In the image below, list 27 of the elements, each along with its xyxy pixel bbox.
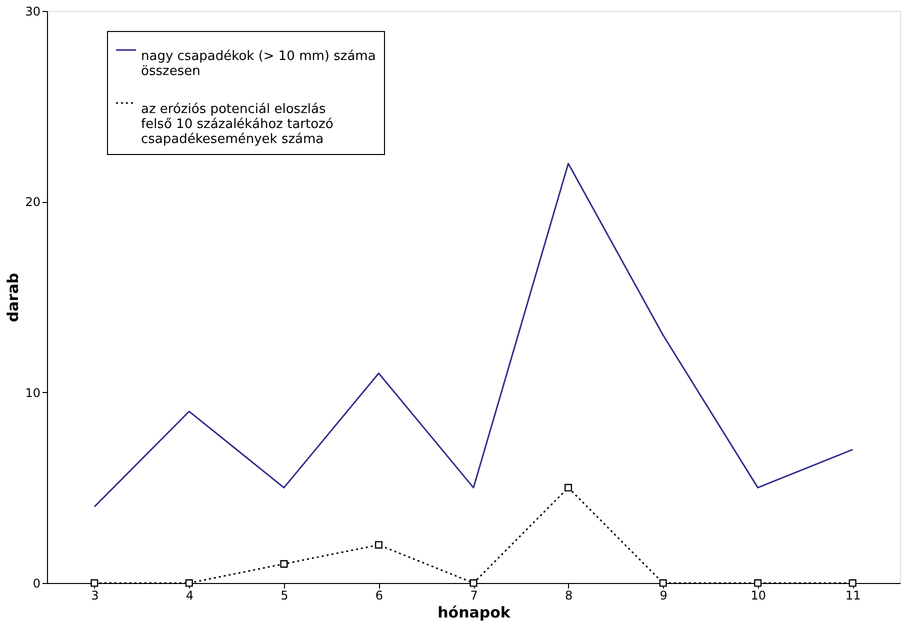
x-tick-label: 5	[280, 588, 288, 602]
point	[754, 579, 762, 587]
point	[848, 579, 856, 587]
x-tick-label: 3	[91, 588, 99, 602]
legend-label: nagy csapadékok (> 10 mm) száma összesen	[141, 49, 376, 79]
x-tick-label: 11	[845, 588, 861, 602]
point	[280, 560, 288, 568]
point	[470, 579, 478, 587]
y-tick-label: 30	[25, 4, 40, 18]
x-tick-label: 9	[660, 588, 668, 602]
x-tick-label: 4	[186, 588, 194, 602]
legend-label: az eróziós potenciál eloszlás felső 10 százalékához tartozó csapadékesemények száma	[141, 102, 334, 147]
x-axis-title: hónapok	[438, 604, 512, 622]
x-tick-label: 7	[470, 588, 478, 602]
point	[374, 541, 382, 549]
y-tick-label: 10	[25, 386, 40, 400]
point	[90, 579, 98, 587]
point	[185, 579, 193, 587]
y-tick-label: 20	[25, 195, 40, 210]
x-tick-label: 8	[564, 588, 573, 602]
y-axis-title: darab	[4, 272, 22, 322]
point	[659, 579, 667, 587]
line-series	[94, 162, 854, 508]
point	[564, 484, 572, 492]
y-tick-label: 0	[32, 576, 40, 590]
x-tick-label: 10	[750, 588, 766, 602]
x-tick-label: 6	[375, 588, 384, 602]
